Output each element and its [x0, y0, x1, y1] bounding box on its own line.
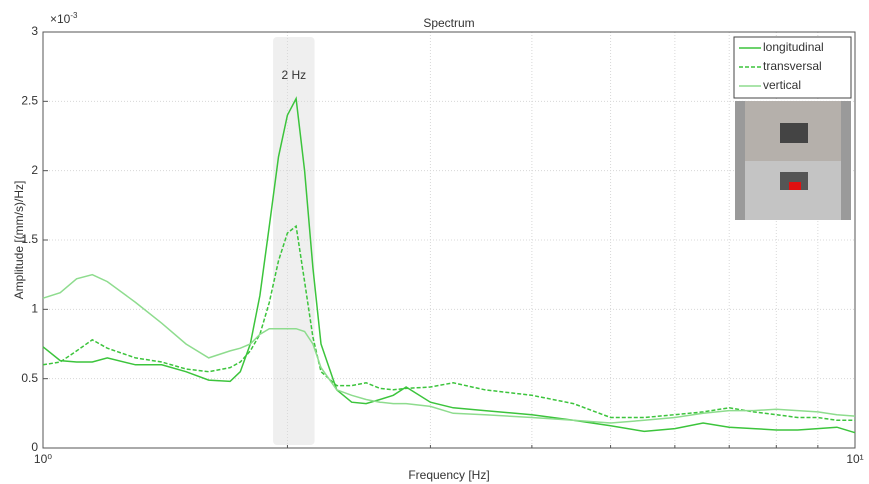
- plot-frame: [42, 31, 856, 449]
- y-tick-label: 1.5: [21, 232, 38, 246]
- legend-label: vertical: [763, 78, 801, 92]
- plot-area: 2 Hz 0 0.5 1 1.5 2 2.5 3 10⁰ 10¹: [21, 24, 863, 466]
- y-tick-label: 2.5: [21, 94, 38, 108]
- x-tick-label: 10⁰: [34, 452, 52, 466]
- y-scale-base: ×10: [50, 12, 71, 26]
- series-line: [42, 96, 856, 434]
- legend-label: transversal: [763, 59, 822, 73]
- chart-title: Spectrum: [423, 16, 474, 30]
- series-line: [42, 224, 855, 422]
- photo-floor: [745, 161, 841, 220]
- photo-window: [780, 123, 808, 143]
- y-tick-label: 2: [31, 163, 38, 177]
- highlight-band: [273, 37, 315, 445]
- legend-label: longitudinal: [763, 40, 824, 54]
- photo-sensor: [789, 182, 801, 190]
- y-axis-label: Amplitude [(mm/s)/Hz]: [12, 181, 26, 300]
- y-tick-label: 1: [31, 302, 38, 316]
- y-tick-label: 0: [31, 440, 38, 454]
- x-axis-label: Frequency [Hz]: [408, 468, 489, 482]
- y-tick-label: 3: [31, 24, 38, 38]
- highlight-label: 2 Hz: [281, 68, 306, 82]
- y-scale-exponent: -3: [70, 11, 78, 20]
- series-line: [42, 273, 856, 424]
- y-tick-label: 0.5: [21, 371, 38, 385]
- x-tick-label: 10¹: [846, 452, 863, 466]
- y-scale-label: ×10-3: [50, 11, 78, 26]
- inset-photo: [735, 101, 851, 220]
